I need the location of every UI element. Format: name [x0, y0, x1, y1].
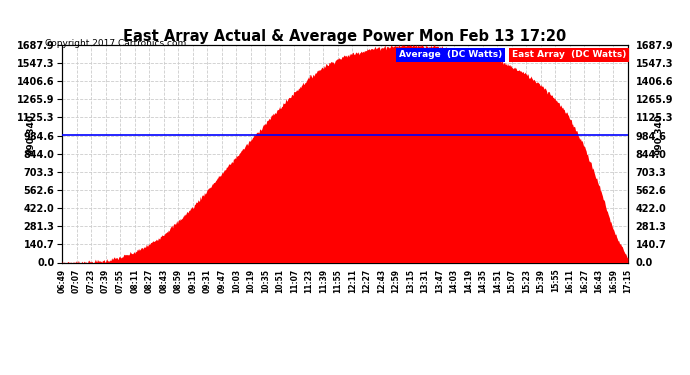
- Text: 990.340: 990.340: [26, 114, 35, 155]
- Text: 990.340: 990.340: [655, 114, 664, 155]
- Text: Copyright 2017 Cartronics.com: Copyright 2017 Cartronics.com: [45, 39, 186, 48]
- Text: Average  (DC Watts): Average (DC Watts): [399, 51, 502, 59]
- Title: East Array Actual & Average Power Mon Feb 13 17:20: East Array Actual & Average Power Mon Fe…: [124, 29, 566, 44]
- Text: East Array  (DC Watts): East Array (DC Watts): [512, 51, 627, 59]
